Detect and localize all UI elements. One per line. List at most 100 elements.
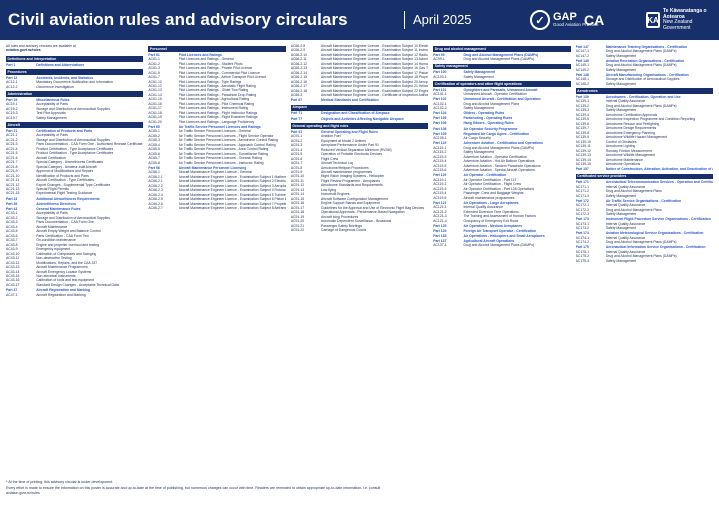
advisory-circular-row[interactable]: AC100-1 Safety Management (433, 75, 570, 79)
rule-part-row[interactable]: Part 67 Medical Standards and Certificati… (291, 98, 428, 102)
advisory-circular-row[interactable]: AC91-2 Equipment at Model 2 Airlines (291, 139, 428, 143)
rule-part-row[interactable]: Part 139 Aerodromes - Certification, Oper… (576, 95, 713, 99)
advisory-circular-row[interactable]: AC12-2 Occurrence Investigation (6, 85, 143, 89)
rule-part-row[interactable]: Part 105 Parachuting - Operating Rules (433, 116, 570, 120)
advisory-circular-row[interactable]: AC43-5 Aircraft Empty Weight and Balance … (6, 229, 143, 233)
advisory-circular-row[interactable]: AC101-1 Unmanned Aircraft - Operator Cert… (433, 92, 570, 96)
advisory-circular-row[interactable]: AC21-5 Product Certification - Type Accep… (6, 151, 143, 155)
rule-part-row[interactable]: Part 149 Aviation Recreation Organisation… (576, 59, 713, 63)
rule-part-row[interactable]: Part 135 Air Operations - Helicopters and… (433, 234, 570, 238)
advisory-circular-row[interactable]: AC43-10 Calibration of Compasses and Swin… (6, 252, 143, 256)
advisory-circular-row[interactable]: AC91-12 Aerodrome Standards and Requireme… (291, 183, 428, 187)
advisory-circular-row[interactable]: AC65-8 Air Traffic Service Personnel Lice… (148, 161, 285, 165)
advisory-circular-row[interactable]: AC91-16 Engine Support Stands and Equipme… (291, 201, 428, 205)
rule-part-row[interactable]: Part 174 Aviation Meteorological Service … (576, 231, 713, 235)
rule-part-row[interactable]: Part 100 Safety Management (433, 70, 570, 74)
advisory-circular-row[interactable]: AC43-13 Aircraft Maintenance Programmes (6, 265, 143, 269)
advisory-circular-row[interactable]: AC91-6 Flight Crew (291, 157, 428, 161)
advisory-circular-row[interactable]: AC21-8 Special Category - Amateur-built A… (6, 165, 143, 169)
advisory-circular-row[interactable]: AC61-17 Pilot Licences and Ratings - Inst… (148, 106, 285, 110)
advisory-circular-row[interactable]: AC19-2 Storage and Distribution of Aerona… (6, 107, 143, 111)
advisory-circular-row[interactable]: AC91-1 Aviation Fuel (291, 134, 428, 138)
advisory-circular-row[interactable]: AC65-6 Air Traffic Service Personnel Lice… (148, 152, 285, 156)
advisory-circular-row[interactable]: AC119-4 Passenger, Crew and Baggage Weigh… (433, 191, 570, 195)
rule-part-row[interactable]: Part 121 Air Operations - Large Aeroplane… (433, 201, 570, 205)
rule-part-row[interactable]: Part 99 Drug and Alcohol Management Plans… (433, 53, 570, 57)
advisory-circular-row[interactable]: AC66-2.12 Aircraft Maintenance Engineer L… (291, 62, 428, 66)
advisory-circular-row[interactable]: AC115-6 Adventure Aviation - Special Airc… (433, 168, 570, 172)
advisory-circular-row[interactable]: AC91-22 Carriage of Dangerous Goods (291, 228, 428, 232)
advisory-circular-row[interactable]: AC61-12 Pilot Licences and Ratings - Aero… (148, 84, 285, 88)
advisory-circular-row[interactable]: AC99-1 Drug and Alcohol Management Plans … (433, 57, 570, 61)
advisory-circular-row[interactable]: AC139-3 Safety Management (576, 108, 713, 112)
rule-part-row[interactable]: Part 172 Air Traffic Service Organisation… (576, 199, 713, 203)
advisory-circular-row[interactable]: AC21-3 Parts Documentation - CAA Form One… (6, 142, 143, 146)
advisory-circular-row[interactable]: AC148-2 Safety Management (576, 82, 713, 86)
advisory-circular-row[interactable]: AC61-13 Pilot Licences and Ratings - Glid… (148, 88, 285, 92)
advisory-circular-row[interactable]: AC139-12 Runway Friction Measurement (576, 149, 713, 153)
rules-link[interactable]: aviation.govt.nz/rules (6, 48, 41, 53)
rule-part-row[interactable]: Part 109 Regulated Air Cargo Agent - Cert… (433, 132, 570, 136)
advisory-circular-row[interactable]: AC109-1 Air Cargo Security (433, 136, 570, 140)
advisory-circular-row[interactable]: AC147-1 Drug and Alcohol Management Plans… (576, 49, 713, 53)
rule-part-row[interactable]: Part 102 Unmanned Aircraft - Certificatio… (433, 97, 570, 101)
advisory-circular-row[interactable]: AC175-3 Safety Management (576, 259, 713, 263)
advisory-circular-row[interactable]: AC91-3 Aeroplane Performance Under Part 9… (291, 143, 428, 147)
advisory-circular-row[interactable]: AC61-1 Pilot Licences and Ratings - Gener… (148, 57, 285, 61)
rule-part-row[interactable]: Part 21 Certification of Products and Par… (6, 129, 143, 133)
advisory-circular-row[interactable]: AC43-1 Acceptability of Parts (6, 211, 143, 215)
rule-part-row[interactable]: Part 119 Air Operator - Certification (433, 173, 570, 177)
advisory-circular-row[interactable]: AC139-14 Aerodrome Maintenance (576, 158, 713, 162)
advisory-circular-row[interactable]: AC61-5 Pilot Licences and Ratings - Comme… (148, 71, 285, 75)
rule-part-row[interactable]: Part 108 Air Operator Security Programme (433, 127, 570, 131)
advisory-circular-row[interactable]: AC66-2.15 Aircraft Maintenance Engineer L… (291, 75, 428, 79)
advisory-circular-row[interactable]: AC66-2.6 Aircraft Maintenance Engineer Li… (148, 202, 285, 206)
advisory-circular-row[interactable]: AC43-8 Engine and propeller overhaul and … (6, 243, 143, 247)
advisory-circular-row[interactable]: AC91-21 Passenger Safety Briefings (291, 224, 428, 228)
rule-part-row[interactable]: Part 61 Pilot Licences and Ratings (148, 53, 285, 57)
advisory-circular-row[interactable]: AC61-20 Pilot Licences and Ratings - Lang… (148, 120, 285, 124)
advisory-circular-row[interactable]: AC61-15 Pilot Licences and Ratings - Agri… (148, 97, 285, 101)
advisory-circular-row[interactable]: AC149-1 Drug and Alcohol Management Plans… (576, 63, 713, 67)
rule-part-row[interactable]: Part 1 Definitions and Abbreviations (6, 63, 143, 67)
advisory-circular-row[interactable]: AC43-17 Standard Design Changes - Accepta… (6, 283, 143, 287)
advisory-circular-row[interactable]: AC121-1 Internal Quality Assurance (433, 205, 570, 209)
advisory-circular-row[interactable]: AC43-7 On-condition maintenance (6, 238, 143, 242)
advisory-circular-row[interactable]: AC91-8 Aerodrome/Heliport Procedures (291, 166, 428, 170)
advisory-circular-row[interactable]: AC61-19 Pilot Licences and Ratings - Flig… (148, 115, 285, 119)
advisory-circular-row[interactable]: AC43-14 Aircraft Emergency Locator System… (6, 270, 143, 274)
advisory-circular-row[interactable]: AC61-10 Pilot Licences and Ratings - Type… (148, 80, 285, 84)
advisory-circular-row[interactable]: AC115-2 Safety Management (433, 150, 570, 154)
advisory-circular-row[interactable]: AC119-5 Aircraft maintenance programmes (433, 196, 570, 200)
advisory-circular-row[interactable]: AC148-1 Storage and Distribution of Aeron… (576, 77, 713, 81)
advisory-circular-row[interactable]: AC43-11 Non-destructive Testing (6, 256, 143, 260)
advisory-circular-row[interactable]: AC174-1 Internal Quality Assurance (576, 236, 713, 240)
advisory-circular-row[interactable]: AC61-16 Pilot Licences and Ratings - Pilo… (148, 102, 285, 106)
advisory-circular-row[interactable]: AC175-1 Internal Quality Assurance (576, 250, 713, 254)
advisory-circular-row[interactable]: AC172-3 Safety Management (576, 212, 713, 216)
advisory-circular-row[interactable]: AC66-2.4 Aircraft Maintenance Engineer Li… (148, 193, 285, 197)
advisory-circular-row[interactable]: AC139-5 Aerodrome Inspection Programme an… (576, 117, 713, 121)
rule-part-row[interactable]: Part 71 Designation and Classification of… (291, 111, 428, 115)
advisory-circular-row[interactable]: AC43-3 Parts Documentation - CAA Form One (6, 220, 143, 224)
advisory-circular-row[interactable]: AC65-3 Air Traffic Service Personnel Lice… (148, 138, 285, 142)
advisory-circular-row[interactable]: AC21-6 Aircraft Certification (6, 156, 143, 160)
advisory-circular-row[interactable]: AC174-2 Drug and Alcohol Management Plans… (576, 240, 713, 244)
advisory-circular-row[interactable]: AC171-3 Safety Management (576, 194, 713, 198)
advisory-circular-row[interactable]: AC21-10 Identification of Products and Pa… (6, 174, 143, 178)
advisory-circular-row[interactable]: AC121-3 The Training and Assessment of Hu… (433, 214, 570, 218)
advisory-circular-row[interactable]: AC65-7 Air Traffic Service Personnel Lice… (148, 156, 285, 160)
advisory-circular-row[interactable]: AC65-1 Air Traffic Service Personnel Lice… (148, 129, 285, 133)
advisory-circular-row[interactable]: AC19-7 Safety Management (6, 116, 143, 120)
advisory-circular-row[interactable]: AC139-9 Aerodrome Wildlife Hazard Managem… (576, 135, 713, 139)
rule-part-row[interactable]: Part 19 Miscellaneous Rules (6, 98, 143, 102)
advisory-circular-row[interactable]: AC139-8 Aerodrome Emergency Planning (576, 131, 713, 135)
advisory-circular-row[interactable]: AC66-2.1 Aircraft Maintenance Engineer Li… (148, 179, 285, 183)
advisory-circular-row[interactable]: AC139-10 Control of Obstacles (576, 140, 713, 144)
advisory-circular-row[interactable]: AC21-4 Product Certification - Type Accep… (6, 147, 143, 151)
advisory-circular-row[interactable]: AC66-2.10 Aircraft Maintenance Engineer L… (291, 53, 428, 57)
rule-part-row[interactable]: Part 12 Accidents, Incidents, and Statist… (6, 76, 143, 80)
advisory-circular-row[interactable]: AC91-11 Flight Review Programme - Aeropla… (291, 179, 428, 183)
advisory-circular-row[interactable]: AC121-4 Occupancy of Emergency Exit Rows (433, 219, 570, 223)
rule-part-row[interactable]: Part 115 Adventure Aviation - Certificati… (433, 141, 570, 145)
